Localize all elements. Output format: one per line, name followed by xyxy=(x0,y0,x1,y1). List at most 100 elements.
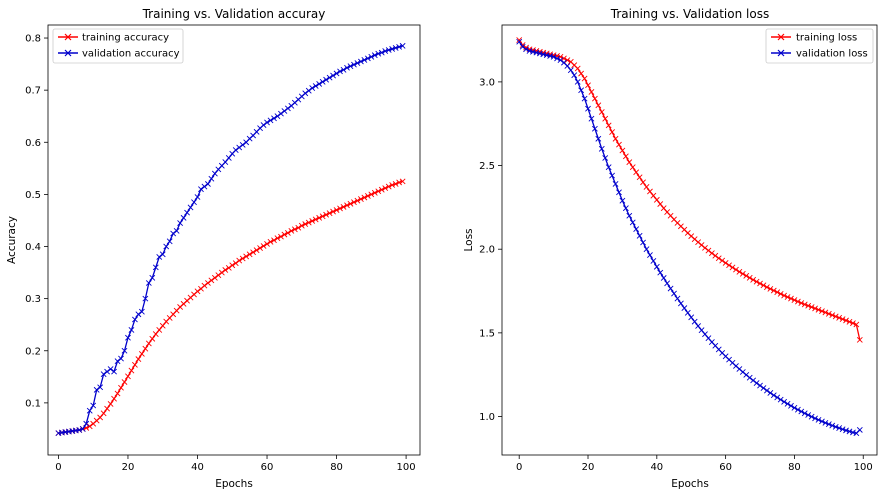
data-point-validation-accuracy xyxy=(114,358,121,365)
data-point-training-accuracy xyxy=(135,356,142,363)
data-point-validation-loss xyxy=(812,415,818,422)
data-point-validation-loss xyxy=(636,232,643,239)
data-point-training-loss xyxy=(616,141,622,148)
data-point-validation-loss xyxy=(798,408,805,415)
accuracy-legend: training accuracy validation accuracy xyxy=(52,28,184,64)
loss-x-tick-label: 100 xyxy=(854,462,873,473)
data-point-training-accuracy xyxy=(145,340,152,347)
data-point-training-loss xyxy=(726,262,732,269)
data-point-training-loss xyxy=(753,278,760,285)
data-point-validation-loss xyxy=(674,295,681,302)
data-point-training-loss xyxy=(712,252,719,259)
data-point-validation-loss xyxy=(832,423,839,430)
data-point-validation-loss xyxy=(684,309,691,316)
data-point-validation-loss xyxy=(688,314,695,321)
data-point-training-loss xyxy=(853,321,860,328)
data-point-validation-accuracy xyxy=(149,274,156,281)
data-point-validation-loss xyxy=(843,427,849,434)
data-point-training-accuracy xyxy=(211,274,218,281)
accuracy-y-tick-label: 0.8 xyxy=(25,34,41,45)
data-point-training-accuracy xyxy=(288,227,295,234)
data-point-training-accuracy xyxy=(354,197,361,204)
data-point-training-accuracy xyxy=(319,213,326,220)
data-point-validation-loss xyxy=(777,396,784,403)
data-point-training-accuracy xyxy=(215,272,222,279)
accuracy-y-tick-label: 0.5 xyxy=(25,190,41,201)
accuracy-y-axis-label: Accuracy xyxy=(6,216,18,264)
data-point-training-accuracy xyxy=(205,280,211,286)
data-point-training-loss xyxy=(774,289,781,296)
data-point-training-accuracy xyxy=(149,335,156,342)
data-point-validation-accuracy xyxy=(211,170,218,177)
data-point-training-loss xyxy=(849,320,856,327)
data-point-training-loss xyxy=(746,274,753,281)
data-point-validation-accuracy xyxy=(375,50,382,57)
data-point-validation-loss xyxy=(557,57,564,64)
data-point-training-loss xyxy=(643,184,650,190)
data-point-validation-accuracy xyxy=(104,368,111,375)
data-point-training-accuracy xyxy=(201,282,208,289)
data-point-training-loss xyxy=(801,301,808,308)
data-point-validation-accuracy xyxy=(368,53,375,60)
data-point-validation-accuracy xyxy=(128,326,135,333)
data-point-training-accuracy xyxy=(291,226,298,233)
data-point-training-loss xyxy=(770,287,777,294)
data-point-training-loss xyxy=(736,268,743,275)
data-point-validation-loss xyxy=(602,155,609,161)
data-point-validation-accuracy xyxy=(333,70,340,77)
data-point-training-loss xyxy=(598,109,605,115)
data-point-training-loss xyxy=(705,247,712,254)
loss-y-axis-label: Loss xyxy=(463,228,475,251)
data-point-validation-accuracy xyxy=(312,83,319,89)
data-point-training-loss xyxy=(708,250,715,257)
accuracy-x-ticks: 0 20 40 60 80 100 xyxy=(55,455,416,473)
data-point-validation-loss xyxy=(677,300,684,307)
data-point-validation-loss xyxy=(567,67,574,74)
data-point-training-loss xyxy=(832,313,839,320)
data-point-validation-accuracy xyxy=(239,141,246,148)
accuracy-axes-frame xyxy=(47,24,421,456)
data-point-validation-loss xyxy=(691,318,698,325)
data-point-validation-accuracy xyxy=(232,147,239,154)
data-point-training-loss xyxy=(722,260,729,266)
loss-axes-frame xyxy=(501,24,878,456)
accuracy-x-tick-label: 60 xyxy=(261,462,274,473)
data-point-validation-accuracy xyxy=(337,68,343,75)
data-point-training-accuracy xyxy=(298,222,305,229)
loss-x-tick-label: 0 xyxy=(516,462,522,473)
data-point-training-loss xyxy=(819,308,825,315)
data-point-training-loss xyxy=(640,179,646,186)
data-point-training-accuracy xyxy=(125,373,131,380)
data-point-validation-accuracy xyxy=(302,90,309,97)
legend-marker-validation-loss xyxy=(777,49,785,57)
loss-chart-title: Training vs. Validation loss xyxy=(610,7,769,21)
accuracy-chart-title: Training vs. Validation accuray xyxy=(142,7,326,21)
data-point-training-accuracy xyxy=(295,224,302,231)
accuracy-chart: Training vs. Validation accuray 0 20 40 60 8… xyxy=(6,7,421,490)
data-point-training-loss xyxy=(588,89,595,95)
legend-label-validation-loss: validation loss xyxy=(796,49,868,60)
data-point-validation-accuracy xyxy=(208,175,215,182)
data-point-training-loss xyxy=(839,316,846,323)
data-point-validation-loss xyxy=(657,269,664,276)
data-point-validation-loss xyxy=(574,78,581,85)
data-point-training-accuracy xyxy=(111,395,117,402)
data-point-validation-accuracy xyxy=(357,58,364,65)
loss-y-tick-label: 2.5 xyxy=(479,161,495,172)
legend-marker-training-loss xyxy=(777,33,785,41)
loss-x-tick-label: 20 xyxy=(582,462,595,473)
data-point-training-accuracy xyxy=(284,230,291,236)
data-point-validation-loss xyxy=(533,49,540,56)
data-point-training-accuracy xyxy=(118,384,124,391)
data-point-validation-accuracy xyxy=(83,420,90,427)
data-point-training-loss xyxy=(578,70,585,77)
legend-label-training-loss: training loss xyxy=(796,33,857,44)
data-point-training-loss xyxy=(715,255,722,262)
data-point-training-loss xyxy=(729,264,736,271)
data-point-training-loss xyxy=(781,292,788,299)
data-point-validation-loss xyxy=(815,416,822,423)
data-point-training-accuracy xyxy=(225,264,232,271)
data-point-validation-loss xyxy=(540,51,547,58)
data-point-validation-accuracy xyxy=(222,159,229,165)
data-point-training-loss xyxy=(822,309,829,316)
